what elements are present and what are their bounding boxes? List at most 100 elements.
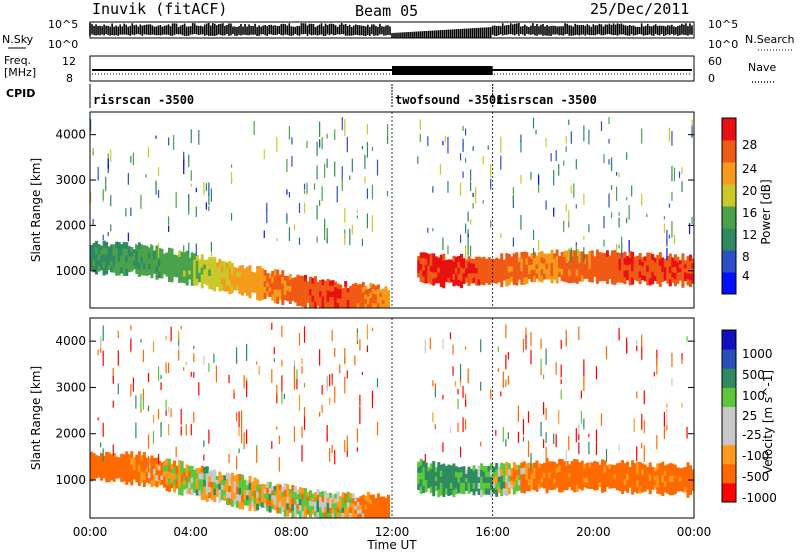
heatmap-cell [560, 257, 564, 264]
heatmap-cell [188, 471, 192, 478]
heatmap-cell [251, 491, 255, 497]
heatmap-cell [376, 298, 380, 304]
heatmap-cell [588, 250, 592, 258]
heatmap-cell [313, 295, 317, 303]
heatmap-cell [449, 273, 453, 279]
heatmap-cell [233, 481, 237, 488]
noise-mark [329, 448, 331, 462]
heatmap-cell [510, 476, 514, 481]
heatmap-cell [356, 284, 360, 290]
heatmap-cell [366, 292, 370, 298]
noise-mark [180, 325, 182, 330]
heatmap-cell [427, 259, 431, 266]
heatmap-cell [256, 286, 260, 294]
heatmap-cell [371, 494, 375, 500]
heatmap-cell [130, 451, 134, 459]
heatmap-cell [243, 479, 247, 486]
heatmap-cell [115, 248, 119, 256]
heatmap-cell [324, 280, 328, 287]
heatmap-cell [457, 467, 461, 473]
heatmap-cell [175, 474, 179, 480]
heatmap-cell [95, 473, 99, 479]
heatmap-cell [165, 464, 169, 472]
heatmap-cell [286, 484, 290, 492]
heatmap-cell [530, 468, 534, 475]
heatmap-cell [558, 478, 562, 486]
heatmap-cell [467, 477, 471, 484]
heatmap-cell [608, 264, 612, 270]
heatmap-cell [656, 463, 660, 470]
noise-mark [324, 218, 326, 230]
heatmap-cell [537, 468, 541, 474]
velocity-y-label: Slant Range [km] [29, 366, 43, 470]
heatmap-cell [381, 496, 385, 502]
heatmap-cell [608, 255, 612, 261]
heatmap-cell [507, 266, 511, 273]
heatmap-cell [668, 463, 672, 470]
heatmap-cell [543, 258, 547, 265]
heatmap-cell [160, 260, 164, 267]
heatmap-cell [683, 276, 687, 281]
heatmap-cell [585, 263, 589, 270]
heatmap-cell [527, 256, 531, 262]
heatmap-cell [570, 460, 574, 468]
noise-mark [142, 397, 145, 410]
heatmap-cell [125, 451, 129, 459]
heatmap-cell [598, 252, 602, 259]
heatmap-cell [238, 501, 242, 510]
heatmap-cell [359, 509, 363, 515]
noise-mark [459, 446, 462, 458]
noise-mark [140, 393, 142, 409]
heatmap-cell [205, 466, 209, 474]
noise-mark [155, 181, 157, 196]
noise-mark [626, 152, 628, 160]
heatmap-cell [530, 270, 534, 277]
heatmap-cell [457, 273, 461, 281]
heatmap-cell [633, 468, 637, 475]
heatmap-cell [210, 493, 214, 501]
heatmap-cell [379, 304, 383, 309]
heatmap-cell [200, 274, 204, 282]
noise-mark [127, 232, 129, 242]
heatmap-cell [585, 259, 589, 265]
heatmap-cell [560, 478, 564, 486]
colorbar-swatch [722, 387, 736, 407]
heatmap-cell [356, 293, 360, 300]
heatmap-cell [326, 284, 330, 292]
heatmap-cell [681, 467, 685, 473]
heatmap-cell [286, 509, 290, 517]
heatmap-cell [321, 279, 325, 286]
noise-mark [605, 449, 608, 462]
noise-mark [626, 343, 628, 354]
heatmap-cell [100, 255, 104, 261]
heatmap-cell [208, 282, 212, 290]
heatmap-cell [608, 464, 612, 470]
heatmap-cell [573, 269, 577, 277]
noise-mark [351, 158, 353, 173]
heatmap-cell [621, 264, 625, 272]
noise-mark [656, 441, 658, 450]
heatmap-cell [271, 490, 275, 496]
heatmap-cell [568, 464, 572, 470]
heatmap-cell [90, 469, 94, 476]
heatmap-cell [598, 269, 602, 276]
y-tick-label: 2000 [55, 218, 86, 232]
heatmap-cell [278, 484, 282, 491]
heatmap-cell [100, 260, 104, 266]
heatmap-cell [618, 462, 622, 469]
heatmap-cell [193, 474, 197, 480]
noise-mark [147, 146, 150, 158]
heatmap-cell [653, 271, 657, 277]
heatmap-cell [439, 476, 443, 484]
heatmap-cell [527, 269, 531, 275]
noise-mark [276, 136, 278, 153]
heatmap-cell [485, 477, 489, 484]
colorbar-swatch [722, 368, 736, 388]
heatmap-cell [422, 270, 426, 277]
noise-mark [543, 439, 545, 448]
heatmap-cell [437, 489, 441, 498]
heatmap-cell [125, 268, 129, 276]
heatmap-cell [530, 484, 534, 490]
heatmap-cell [626, 265, 630, 271]
heatmap-cell [482, 262, 486, 269]
